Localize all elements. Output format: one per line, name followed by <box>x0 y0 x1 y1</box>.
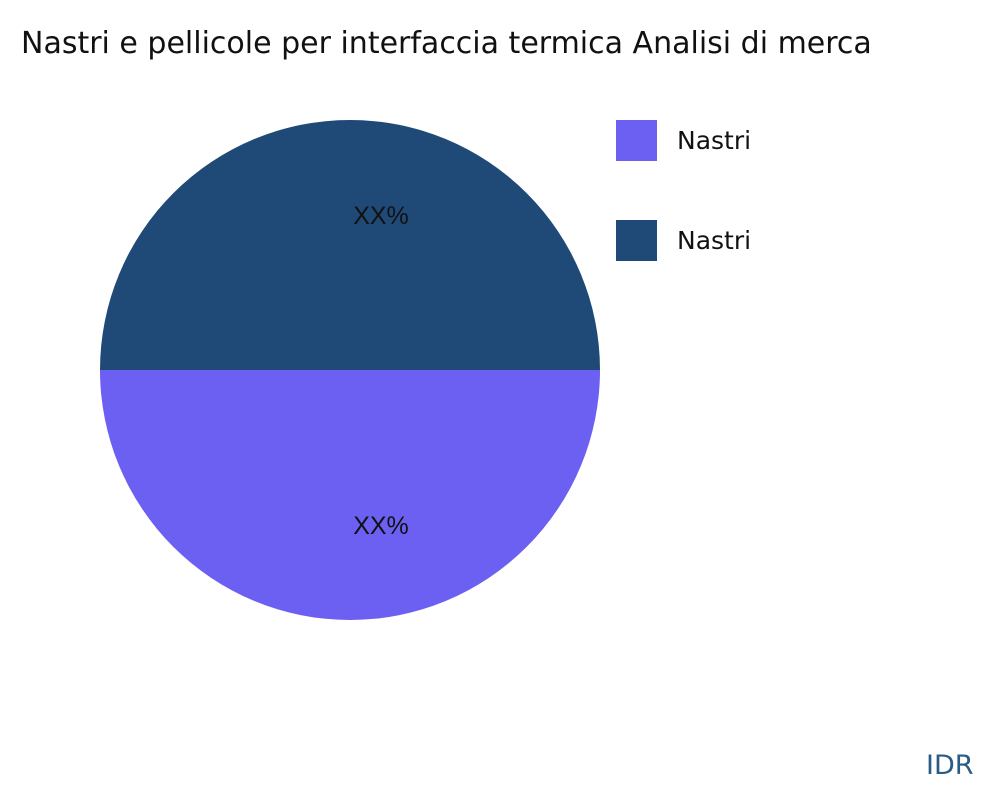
pie-slice[interactable] <box>100 120 600 370</box>
legend-item[interactable]: Nastri <box>616 120 751 161</box>
legend-item[interactable]: Nastri <box>616 220 751 261</box>
slice-data-label: XX% <box>353 202 409 230</box>
legend-label: Nastri <box>677 226 752 255</box>
slice-data-label: XX% <box>353 512 409 540</box>
pie-slice[interactable] <box>100 370 600 620</box>
brand-logo-text: IDR <box>926 750 974 781</box>
chart-title: Nastri e pellicole per interfaccia termi… <box>21 26 872 61</box>
legend-swatch <box>616 120 657 161</box>
legend-label: Nastri <box>677 126 752 155</box>
legend-swatch <box>616 220 657 261</box>
